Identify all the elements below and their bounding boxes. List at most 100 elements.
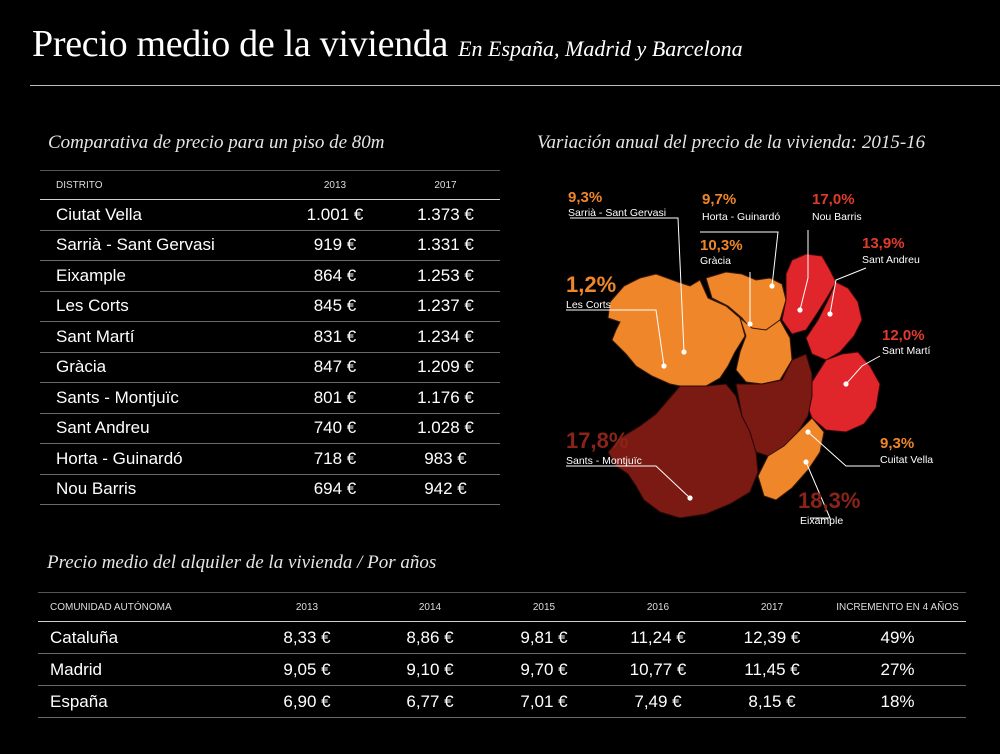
district-name: Gràcia [40, 352, 279, 383]
leader-dot [769, 283, 775, 289]
name-label-nou-barris: Nou Barris [812, 211, 862, 223]
price-2017: 1.234 € [391, 321, 500, 353]
price-2017: 1.373 € [391, 199, 500, 231]
rent-value: 11,45 € [715, 653, 829, 686]
name-label-sant-andreu: Sant Andreu [862, 254, 920, 266]
price-2013: 801 € [279, 382, 391, 414]
title-divider [30, 85, 1000, 86]
price-table-header-row: DISTRITO 2013 2017 [40, 170, 500, 200]
price-2017: 1.253 € [391, 260, 500, 292]
rent-value: 6,90 € [241, 685, 373, 718]
pct-label-ciutat-vella: 9,3% [880, 435, 914, 452]
column-header-increase: INCREMENTO EN 4 AÑOS [829, 592, 966, 622]
price-2013: 847 € [279, 352, 391, 383]
map-heading: Variación anual del precio de la viviend… [537, 132, 926, 153]
price-2013: 845 € [279, 291, 391, 322]
name-label-sarria: Sarrià - Sant Gervasi [568, 207, 666, 219]
rent-value: 11,24 € [601, 621, 715, 654]
district-name: Sants - Montjuïc [40, 382, 279, 414]
price-2017: 1.176 € [391, 382, 500, 414]
price-2013: 919 € [279, 230, 391, 261]
title-block: Precio medio de la vivienda En España, Ma… [32, 22, 743, 66]
leader-dot [803, 459, 809, 465]
column-header-2013: 2013 [241, 592, 373, 622]
leader-line [829, 267, 867, 315]
table-row: Sant Andreu 740 €1.028 € [40, 413, 500, 444]
rent-value: 12,39 € [715, 621, 829, 654]
table-row: Cataluña 8,33 € 8,86 € 9,81 € 11,24 € 12… [38, 621, 966, 654]
name-label-ciutat-vella: Cuitat Vella [880, 454, 933, 466]
map-labels: 9,3% Sarrià - Sant Gervasi 9,7% Horta - … [566, 189, 933, 527]
region-name: Cataluña [38, 621, 241, 654]
leader-line [700, 231, 779, 287]
leader-line [805, 461, 831, 519]
region-ciutat-vella [757, 417, 825, 501]
region-eixample [735, 353, 813, 457]
page-subtitle: En España, Madrid y Barcelona [458, 36, 743, 61]
leader-dot [843, 381, 849, 387]
rent-value: 9,05 € [241, 653, 373, 686]
leader-dot [805, 429, 811, 435]
rent-value: 10,77 € [601, 653, 715, 686]
price-2013: 831 € [279, 321, 391, 353]
district-name: Sarrià - Sant Gervasi [40, 230, 279, 261]
page-title: Precio medio de la vivienda [32, 23, 449, 65]
column-header-2017: 2017 [391, 170, 500, 200]
price-2017: 983 € [391, 443, 500, 475]
price-2017: 1.331 € [391, 230, 500, 261]
pct-label-les-corts: 1,2% [566, 272, 616, 297]
leader-line [566, 465, 691, 499]
name-label-eixample: Eixample [800, 515, 843, 527]
district-name: Les Corts [40, 291, 279, 322]
increase-value: 49% [829, 621, 966, 654]
district-name: Ciutat Vella [40, 199, 279, 231]
leader-dot [797, 307, 803, 313]
price-2013: 740 € [279, 413, 391, 444]
district-name: Eixample [40, 260, 279, 292]
leader-lines [566, 217, 881, 519]
name-label-gracia: Gràcia [700, 255, 731, 267]
district-name: Sant Andreu [40, 413, 279, 444]
table-row: Ciutat Vella 1.001 €1.373 € [40, 199, 500, 231]
leader-line [570, 217, 685, 353]
table-row: Eixample 864 €1.253 € [40, 260, 500, 292]
price-2013: 1.001 € [279, 199, 391, 231]
leader-dot [687, 495, 693, 501]
name-label-sants-montjuic: Sants - Montjuïc [566, 455, 642, 467]
pct-label-nou-barris: 17,0% [812, 191, 855, 208]
rent-table-header-row: COMUNIDAD AUTÓNOMA 2013 2014 2015 2016 2… [38, 592, 966, 622]
region-nou-barris [781, 253, 837, 335]
region-sarria-sant-gervasi [607, 273, 746, 389]
rent-value: 9,81 € [487, 621, 601, 654]
name-label-les-corts: Les Corts [566, 299, 611, 311]
pct-label-sant-marti: 12,0% [882, 327, 925, 344]
column-header-2015: 2015 [487, 592, 601, 622]
column-header-district: DISTRITO [40, 170, 279, 200]
region-sants-montjuic [607, 383, 759, 519]
rent-value: 8,15 € [715, 685, 829, 718]
rent-value: 8,86 € [373, 621, 487, 654]
leader-line [807, 431, 880, 467]
leader-line [799, 230, 809, 311]
rent-value: 8,33 € [241, 621, 373, 654]
price-2017: 1.237 € [391, 291, 500, 322]
column-header-2016: 2016 [601, 592, 715, 622]
leader-line [845, 355, 881, 385]
rent-value: 9,70 € [487, 653, 601, 686]
region-name: Madrid [38, 653, 241, 686]
table-row: Nou Barris 694 €942 € [40, 474, 500, 505]
leader-dot [661, 363, 667, 369]
table-row: Les Corts 845 €1.237 € [40, 291, 500, 322]
pct-label-eixample: 18,3% [798, 488, 860, 513]
table-row: Sant Martí 831 €1.234 € [40, 321, 500, 353]
rent-value: 9,10 € [373, 653, 487, 686]
pct-label-horta: 9,7% [702, 191, 736, 208]
price-2017: 1.209 € [391, 352, 500, 383]
district-name: Horta - Guinardó [40, 443, 279, 475]
rent-value: 7,01 € [487, 685, 601, 718]
district-name: Nou Barris [40, 474, 279, 505]
leader-dots [661, 283, 849, 501]
column-header-2017: 2017 [715, 592, 829, 622]
table-row: Sarrià - Sant Gervasi 919 €1.331 € [40, 230, 500, 261]
region-name: España [38, 685, 241, 718]
